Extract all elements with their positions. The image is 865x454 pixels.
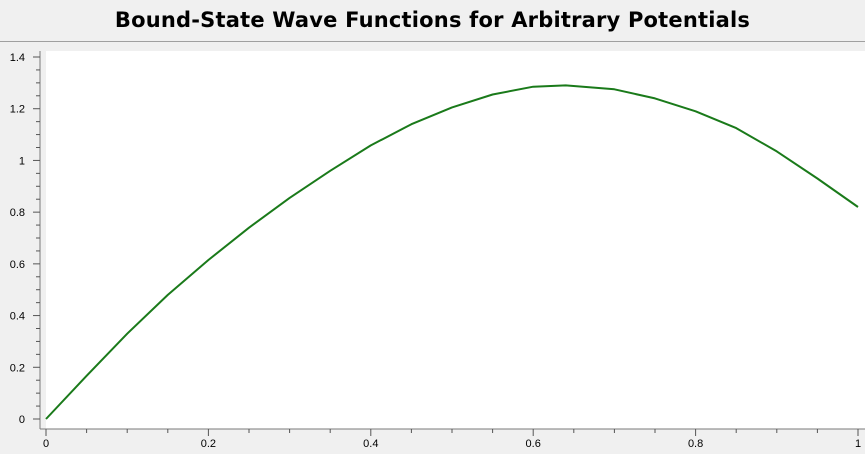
y-tick-label: 0 [19,414,25,426]
series-line [45,84,859,420]
x-tick-label: 1 [855,438,861,450]
x-tick-label: 0.4 [363,438,378,450]
plot-area [46,51,865,429]
chart-title: Bound-State Wave Functions for Arbitrary… [114,8,751,32]
y-tick-label: 0.6 [10,259,25,271]
x-tick-label: 0.6 [526,438,541,450]
x-axis: 0 0.2 0.4 0.6 0.8 1 [40,428,865,450]
y-tick-label: 1 [19,155,25,167]
x-tick-label: 0 [43,438,49,450]
y-tick-label: 1.4 [10,52,25,64]
x-tick-label: 0.8 [688,438,703,450]
y-tick-label: 0.4 [10,311,25,323]
y-tick-label: 0.8 [10,207,25,219]
x-tick-label: 0.2 [201,438,216,450]
title-divider [0,41,865,42]
y-tick-label: 0.2 [10,362,25,374]
series-group [45,84,859,420]
y-tick-label: 1.2 [10,104,25,116]
y-axis: 0 0.2 0.4 0.6 0.8 1 1.2 1.4 [10,51,41,429]
